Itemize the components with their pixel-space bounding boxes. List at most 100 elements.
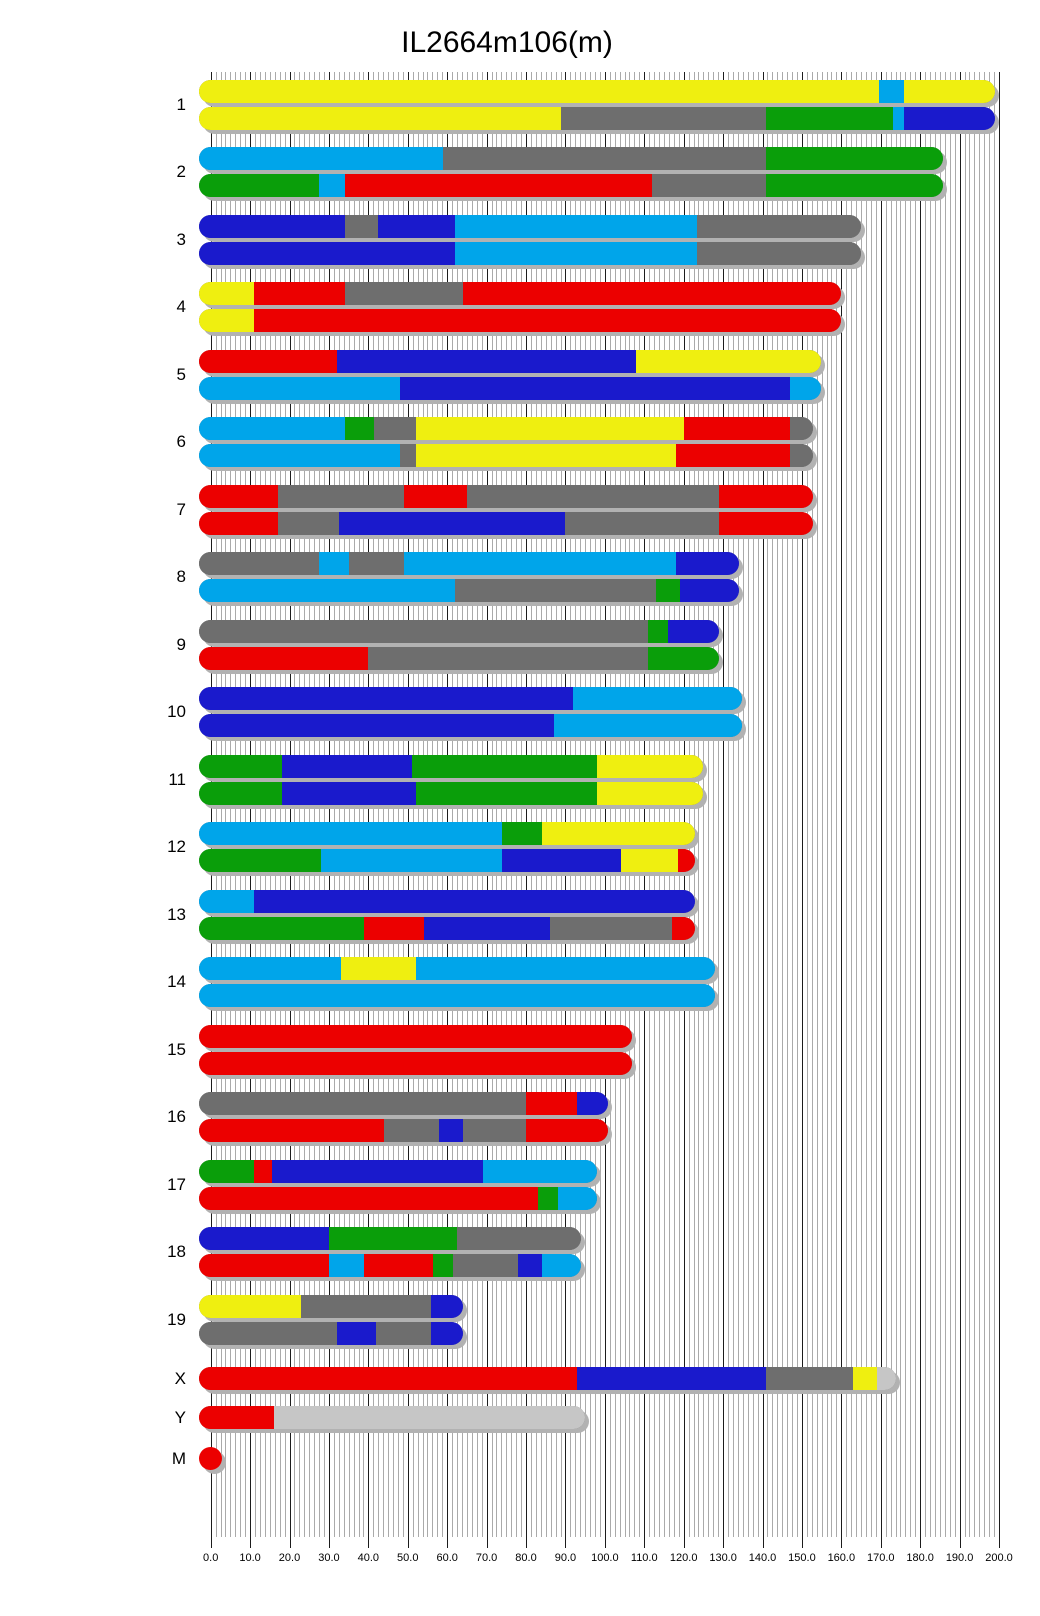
segment-cyan — [319, 552, 349, 575]
chromosome-label-15: 15 — [167, 1040, 186, 1059]
gridline-major — [289, 72, 291, 1548]
gridline-major — [250, 72, 252, 1548]
gridline-minor — [816, 72, 818, 1537]
gridline-minor — [757, 72, 759, 1537]
gridline-minor — [964, 72, 966, 1537]
gridline-major — [644, 72, 646, 1548]
segment-cyan — [199, 579, 456, 602]
gridline-minor — [708, 72, 710, 1537]
axis-tick-label: 30.0 — [318, 1552, 340, 1564]
gridline-minor — [767, 72, 769, 1537]
gridline-major — [407, 72, 409, 1548]
chromosome-18-homolog-2 — [199, 1254, 581, 1277]
chromosome-label-7: 7 — [176, 500, 186, 519]
chromosome-label-2: 2 — [176, 162, 186, 181]
gridline-minor — [939, 72, 941, 1537]
segment-blue — [336, 1322, 377, 1345]
segment-gray — [199, 1322, 337, 1345]
segment-red — [364, 1254, 434, 1277]
gridline-minor — [861, 72, 863, 1537]
gridline-minor — [905, 72, 907, 1537]
segment-gray — [790, 444, 814, 467]
segment-blue — [675, 552, 739, 575]
segment-red — [675, 444, 791, 467]
segment-blue — [338, 512, 566, 535]
gridline-minor — [934, 72, 936, 1537]
chromosome-3-homolog-2 — [199, 242, 861, 265]
gridline-minor — [742, 72, 744, 1537]
segment-red — [526, 1092, 578, 1115]
chromosome-8-homolog-2 — [199, 579, 739, 602]
gridline-major — [447, 72, 449, 1548]
segment-cyan — [199, 957, 341, 980]
chromosome-label-18: 18 — [167, 1242, 186, 1261]
segment-red — [364, 917, 424, 940]
gridline-minor — [984, 72, 986, 1537]
chromosome-label-X: X — [174, 1368, 186, 1388]
segment-red — [403, 485, 467, 508]
chromosome-label-5: 5 — [176, 365, 186, 384]
gridline-minor — [865, 72, 867, 1537]
segment-silver — [273, 1406, 585, 1429]
gridline-minor — [856, 72, 858, 1537]
segment-red — [199, 1119, 385, 1142]
chromosome-label-8: 8 — [176, 567, 186, 586]
gridline-minor — [713, 72, 715, 1537]
segment-red — [719, 485, 814, 508]
segment-red — [199, 1052, 633, 1075]
segment-yellow — [596, 755, 704, 778]
segment-red — [199, 1025, 633, 1048]
chromosome-16-homolog-1 — [199, 1092, 609, 1115]
axis-tick-label: 200.0 — [985, 1552, 1013, 1564]
gridline-major — [210, 72, 212, 1548]
segment-red — [199, 647, 369, 670]
gridline-major — [880, 72, 882, 1548]
chromosome-15-homolog-2 — [199, 1052, 633, 1075]
segment-gray — [561, 107, 767, 130]
segment-red — [526, 1119, 609, 1142]
chromosome-18-homolog-1 — [199, 1227, 581, 1250]
segment-blue — [254, 890, 696, 913]
segment-green — [656, 579, 680, 602]
segment-red — [199, 1406, 274, 1429]
segment-cyan — [319, 174, 345, 197]
segment-red — [462, 282, 841, 305]
gridline-major — [328, 72, 330, 1548]
axis-tick-label: 160.0 — [827, 1552, 856, 1564]
segment-gray — [199, 620, 649, 643]
gridline-minor — [782, 72, 784, 1537]
gridline-major — [959, 72, 961, 1548]
chromosome-4-homolog-2 — [199, 309, 841, 332]
chromosome-10-homolog-1 — [199, 687, 743, 710]
gridline-minor — [949, 72, 951, 1537]
segment-green — [328, 1227, 458, 1250]
segment-blue — [199, 714, 554, 737]
chromosome-5-homolog-2 — [199, 377, 822, 400]
gridline-minor — [752, 72, 754, 1537]
segment-cyan — [482, 1160, 597, 1183]
segment-gray — [277, 512, 339, 535]
axis-tick-label: 180.0 — [906, 1552, 934, 1564]
segment-green — [344, 417, 375, 440]
gridline-major — [841, 72, 843, 1548]
axis-tick-label: 150.0 — [788, 1552, 816, 1564]
gridline-minor — [870, 72, 872, 1537]
segment-red — [344, 174, 653, 197]
axis-tick-label: 130.0 — [709, 1552, 737, 1564]
segment-gray — [399, 444, 416, 467]
segment-gray — [384, 1119, 440, 1142]
segment-cyan — [790, 377, 822, 400]
segment-yellow — [596, 782, 704, 805]
segment-gray — [344, 282, 463, 305]
chromosome-M-dot — [199, 1447, 223, 1470]
segment-yellow — [415, 417, 684, 440]
gridline-minor — [826, 72, 828, 1537]
segment-yellow — [636, 350, 822, 373]
gridline-minor — [910, 72, 912, 1537]
axis-tick-label: 40.0 — [357, 1552, 380, 1564]
segment-blue — [431, 1295, 463, 1318]
gridline-major — [565, 72, 567, 1548]
chromosome-17-homolog-2 — [199, 1187, 597, 1210]
chromosome-label-9: 9 — [176, 635, 186, 654]
segment-gray — [199, 552, 320, 575]
